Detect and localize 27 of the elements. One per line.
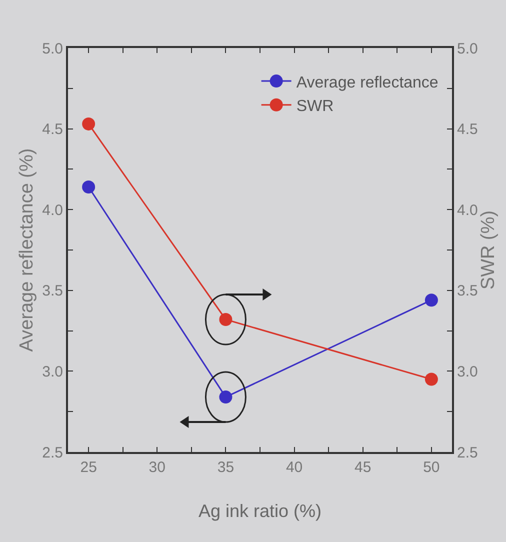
point — [424, 372, 438, 386]
x-tick-label: 50 — [423, 459, 440, 476]
x-axis-title: Ag ink ratio (%) — [198, 501, 322, 521]
legend-label: Average reflectance — [296, 74, 438, 92]
y-tick-label: 2.5 — [42, 444, 63, 462]
y2-tick-label: 5.0 — [457, 40, 478, 58]
y2-tick-label: 3.5 — [457, 282, 478, 300]
x-tick-label: 25 — [80, 459, 97, 476]
x-tick-label: 40 — [286, 459, 303, 476]
x-tick-label: 30 — [148, 459, 166, 476]
x-tick-label: 45 — [354, 459, 372, 476]
y2-tick-label: 2.5 — [457, 444, 478, 462]
point — [424, 294, 438, 307]
y2-axis-title: SWR (%) — [478, 210, 500, 290]
y-tick-label: 5.0 — [42, 40, 63, 58]
y-tick-label: 4.0 — [42, 202, 63, 219]
y-tick-label: 4.5 — [42, 121, 63, 138]
legend-label: SWR — [296, 98, 334, 116]
point — [82, 117, 96, 130]
point — [82, 180, 96, 194]
y2-tick-label: 4.0 — [457, 202, 478, 219]
y2-tick-label: 3.0 — [457, 363, 478, 380]
y-axis-title: Average reflectance (%) — [16, 148, 38, 352]
y2-tick-label: 4.5 — [457, 121, 478, 138]
y-tick-label: 3.0 — [42, 363, 63, 380]
y-tick-label: 3.5 — [42, 282, 63, 300]
x-tick-label: 35 — [217, 459, 234, 476]
